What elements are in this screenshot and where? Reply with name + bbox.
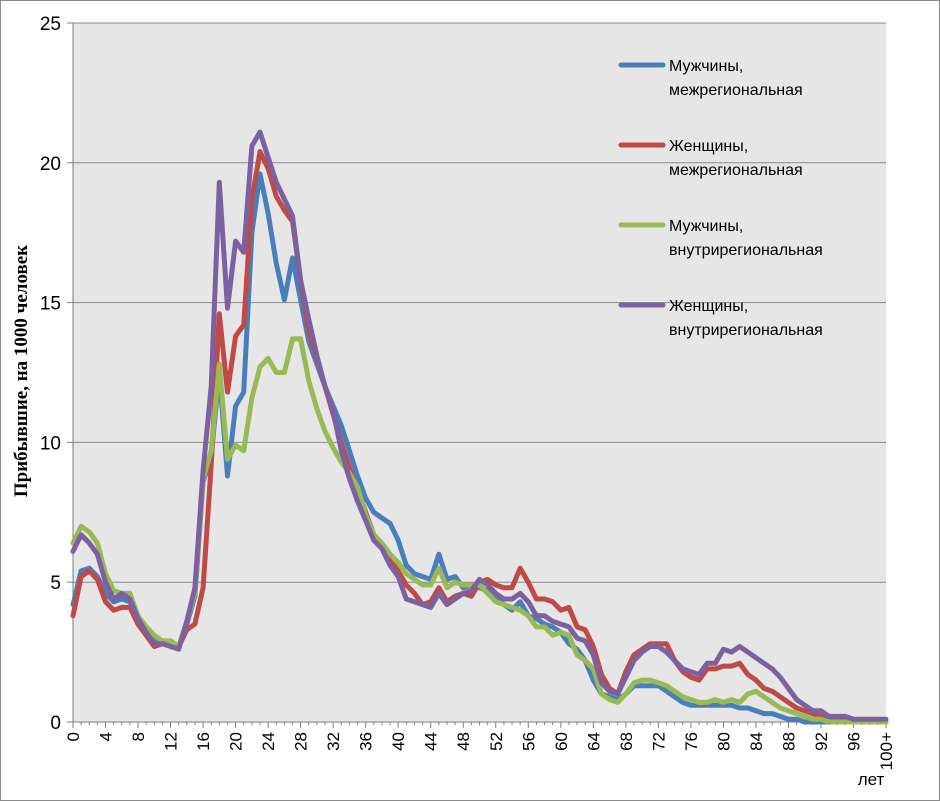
y-tick-label: 10: [40, 433, 61, 454]
x-tick-label: 32: [324, 732, 343, 751]
x-tick-label: 80: [714, 732, 733, 751]
legend-label-3-line2: внутрирегиональная: [669, 242, 823, 259]
x-tick-labels: 0 4 8 12 16 20 24 28 32 36 40 44 48 52 56 60 64 68 72 76 80 8…: [64, 732, 896, 770]
x-tick-label: 88: [779, 732, 798, 751]
x-tick-label: 60: [552, 732, 571, 751]
x-tick-label: 52: [487, 732, 506, 751]
x-axis-title: лет: [858, 770, 885, 789]
x-tick-label: 76: [682, 732, 701, 751]
x-tick-label: 4: [97, 732, 116, 741]
series-line-3: [70, 336, 889, 725]
x-tick-label: 72: [649, 732, 668, 751]
y-tick-label: 20: [40, 154, 61, 175]
x-tick-label: 16: [194, 732, 213, 751]
legend-label-3: Мужчины,: [669, 218, 743, 235]
x-tick-label: 0: [64, 732, 83, 741]
legend: Мужчины, межрегиональная Женщины, межрегион…: [618, 58, 823, 339]
legend-label-4: Женщины,: [669, 298, 748, 315]
x-tick-label: 44: [422, 732, 441, 751]
x-tick-label: 28: [292, 732, 311, 751]
y-tick-labels: 0 5 10 15 20 25: [40, 14, 61, 734]
legend-label-1: Мужчины,: [669, 58, 743, 75]
x-tick-label: 84: [747, 732, 766, 751]
x-tick-label: 56: [519, 732, 538, 751]
x-tick-label: 96: [844, 732, 863, 751]
plot-area: [73, 23, 886, 722]
y-tick-label: 25: [40, 14, 61, 35]
x-tick-label: 68: [617, 732, 636, 751]
x-tick-label: 20: [227, 732, 246, 751]
x-tick-label: 12: [162, 732, 181, 751]
y-axis-title: Прибывшие, на 1000 человек: [11, 245, 32, 497]
x-tick-label: 64: [584, 732, 603, 751]
legend-label-4-line2: внутрирегиональная: [669, 322, 823, 339]
x-tick-label: 100+: [877, 732, 896, 770]
y-tick-label: 5: [50, 573, 61, 594]
y-tick-label: 0: [50, 713, 61, 734]
x-tick-label: 40: [389, 732, 408, 751]
x-tick-label: 8: [129, 732, 148, 741]
gridlines: [73, 22, 886, 583]
x-tick-label: 36: [357, 732, 376, 751]
legend-label-2: Женщины,: [669, 138, 748, 155]
x-tick-label: 92: [812, 732, 831, 751]
series-lines: [70, 129, 889, 725]
x-tick-label: 48: [454, 732, 473, 751]
series-line-4: [70, 129, 889, 722]
y-tick-label: 15: [40, 294, 61, 315]
legend-label-2-line2: межрегиональная: [669, 162, 803, 179]
legend-label-1-line2: межрегиональная: [669, 82, 803, 99]
x-tick-label: 24: [259, 732, 278, 751]
